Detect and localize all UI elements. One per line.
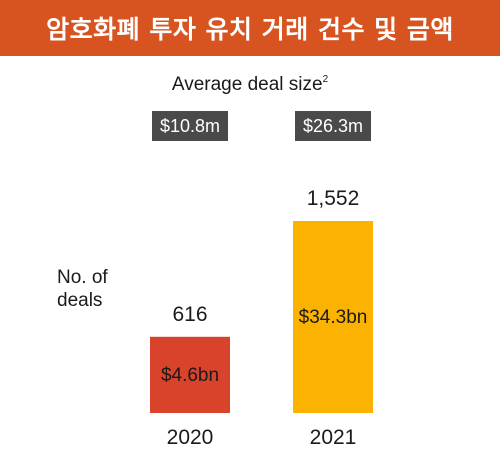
- chart-title: 암호화폐 투자 유치 거래 건수 및 금액: [0, 0, 500, 56]
- subtitle-text: Average deal size: [171, 74, 323, 95]
- avg-deal-label-2020: $10.8m: [160, 116, 220, 136]
- y-axis-label: No. of deals: [57, 266, 108, 312]
- y-axis-label-line-1: No. of: [57, 267, 108, 288]
- footnote-marker: 2: [322, 74, 329, 85]
- value-label-2020: 616: [172, 303, 207, 326]
- category-label-2021: 2021: [310, 426, 357, 449]
- avg-deal-box-2020: [152, 111, 228, 141]
- chart-subtitle: Average deal size2: [0, 74, 500, 96]
- category-label-2020: 2020: [167, 426, 214, 449]
- bar-2020: [150, 336, 230, 413]
- avg-deal-label-2021: $26.3m: [303, 116, 363, 136]
- amount-label-2021: $34.3bn: [299, 307, 368, 328]
- avg-deal-box-2021: [295, 111, 371, 141]
- bar-2021: [293, 221, 373, 413]
- value-label-2021: 1,552: [307, 187, 360, 210]
- y-axis-label-line-2: deals: [57, 290, 103, 311]
- amount-label-2020: $4.6bn: [161, 365, 219, 386]
